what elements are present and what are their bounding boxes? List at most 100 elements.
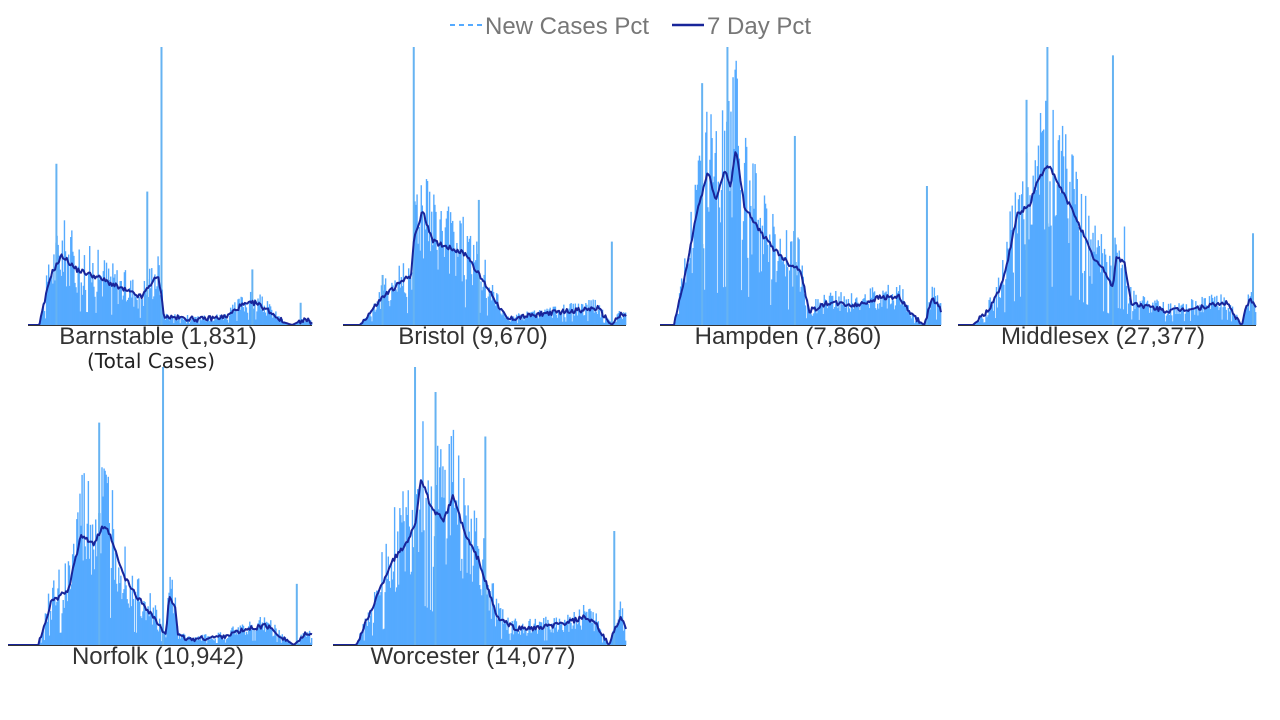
daily-bar: [434, 204, 436, 325]
daily-bar: [457, 256, 459, 325]
daily-bar: [545, 310, 547, 325]
daily-bar: [63, 220, 66, 325]
daily-bar: [389, 587, 392, 645]
daily-bar: [547, 619, 549, 645]
daily-bar: [847, 298, 850, 325]
daily-bar: [432, 245, 434, 325]
daily-bar: [1009, 211, 1011, 325]
daily-bar: [986, 317, 988, 325]
daily-bar: [1120, 268, 1123, 325]
daily-bar: [503, 623, 505, 645]
daily-bar: [677, 314, 680, 325]
daily-bar: [557, 309, 560, 325]
daily-bar: [702, 248, 705, 325]
daily-bar: [268, 304, 271, 325]
daily-bar: [1006, 241, 1008, 325]
daily-bar: [1250, 292, 1253, 325]
daily-bar: [274, 624, 276, 645]
spike-bar: [1111, 55, 1114, 326]
daily-bar: [379, 308, 382, 325]
daily-bar: [594, 620, 596, 645]
daily-bar: [784, 276, 787, 325]
daily-bar: [1180, 305, 1182, 325]
daily-bar: [1089, 276, 1091, 325]
daily-bar: [1002, 260, 1004, 325]
daily-bar: [514, 618, 517, 645]
seven-day-line: [343, 211, 627, 326]
daily-bar: [816, 313, 818, 325]
daily-bar: [209, 639, 211, 645]
daily-bar: [842, 305, 844, 325]
daily-bar: [785, 230, 788, 325]
daily-bar: [127, 297, 130, 325]
daily-bar: [787, 309, 790, 325]
daily-bar: [198, 323, 200, 325]
daily-bar: [1012, 272, 1014, 325]
daily-bar: [385, 543, 387, 645]
daily-bar: [76, 292, 78, 325]
daily-bar: [468, 238, 471, 325]
daily-bar: [230, 630, 232, 645]
daily-bar: [112, 529, 115, 645]
daily-bar: [1215, 304, 1217, 325]
daily-bar: [97, 249, 99, 325]
daily-bar: [101, 467, 103, 645]
daily-bar: [612, 630, 614, 645]
panel-6: Worcester (14,077): [333, 367, 627, 670]
daily-bar: [546, 308, 548, 325]
daily-bar: [740, 290, 743, 325]
daily-bar: [864, 294, 866, 325]
daily-bar: [544, 640, 546, 645]
daily-bar: [529, 312, 531, 325]
daily-bar: [902, 289, 904, 325]
daily-bar: [406, 514, 408, 645]
daily-bar: [388, 300, 390, 325]
daily-bar: [105, 262, 108, 325]
daily-bar: [483, 538, 485, 645]
daily-bar: [152, 299, 154, 325]
daily-bar: [172, 613, 174, 645]
daily-bar: [122, 295, 125, 325]
daily-bar: [68, 565, 71, 645]
daily-bar: [1133, 290, 1135, 325]
daily-bar: [1107, 312, 1109, 325]
daily-bar: [111, 490, 114, 645]
daily-bar: [362, 321, 365, 325]
daily-bar: [540, 622, 543, 645]
daily-bar: [883, 293, 885, 325]
daily-bar: [698, 155, 701, 325]
daily-bar: [984, 322, 986, 325]
daily-bar: [172, 317, 174, 325]
daily-bar: [460, 223, 462, 325]
daily-bar: [446, 538, 448, 645]
daily-bar: [997, 277, 1000, 325]
daily-bar: [212, 320, 214, 325]
daily-bar: [761, 225, 764, 325]
daily-bar: [165, 637, 167, 645]
daily-bar: [539, 622, 542, 645]
daily-bar: [390, 300, 392, 325]
daily-bar: [564, 619, 566, 645]
daily-bar: [61, 613, 63, 645]
daily-bar: [483, 274, 485, 325]
daily-bar: [399, 508, 401, 645]
daily-bar: [515, 621, 518, 645]
daily-bar: [280, 321, 282, 325]
daily-bar: [86, 523, 89, 645]
daily-bar: [802, 276, 804, 325]
daily-bar: [1247, 294, 1250, 325]
daily-bar: [283, 637, 286, 645]
daily-bar: [122, 593, 124, 645]
daily-bar: [571, 628, 573, 645]
daily-bar: [680, 278, 683, 325]
daily-bar: [93, 569, 96, 645]
daily-bar: [994, 318, 997, 325]
daily-bar: [837, 308, 839, 325]
daily-bar: [303, 634, 306, 645]
daily-bar: [126, 299, 129, 325]
daily-bar: [938, 303, 941, 325]
spike-bar: [162, 367, 165, 645]
daily-bar: [201, 634, 204, 645]
daily-bar: [254, 299, 256, 325]
daily-bar: [891, 293, 894, 325]
